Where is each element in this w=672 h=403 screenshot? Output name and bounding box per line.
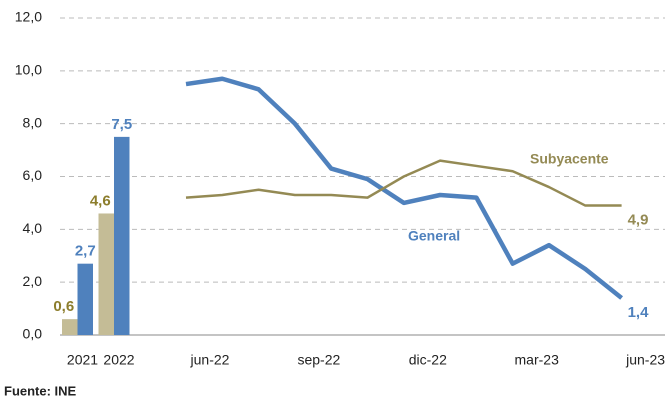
x-tick-label: mar-23 bbox=[515, 352, 560, 368]
source: Fuente: INE bbox=[4, 383, 77, 398]
x-tick-label: sep-22 bbox=[297, 352, 340, 368]
legend-label: Subyacente bbox=[530, 151, 609, 167]
legend-label: General bbox=[408, 228, 460, 244]
line bbox=[185, 76, 624, 300]
value-label: 4,6 bbox=[90, 192, 111, 209]
bar bbox=[62, 319, 78, 335]
value-label: 7,5 bbox=[111, 116, 132, 133]
y-tick-label: 12,0 bbox=[15, 9, 42, 25]
x-tick-label: 2021 bbox=[67, 352, 98, 368]
value-label: 0,6 bbox=[53, 298, 74, 315]
x-tick-label: jun-23 bbox=[625, 352, 665, 368]
y-tick-label: 10,0 bbox=[15, 62, 42, 78]
bar bbox=[114, 136, 130, 335]
y-tick-label: 6,0 bbox=[23, 167, 43, 183]
y-tick-label: 0,0 bbox=[23, 326, 43, 342]
x-tick-label: jun-22 bbox=[190, 352, 230, 368]
line bbox=[185, 159, 622, 207]
y-tick-label: 2,0 bbox=[23, 273, 43, 289]
value-label: 2,7 bbox=[75, 243, 96, 260]
x-tick-label: 2022 bbox=[103, 352, 134, 368]
y-tick-label: 8,0 bbox=[23, 114, 43, 130]
value-label: 1,4 bbox=[628, 304, 650, 321]
x-tick-label: dic-22 bbox=[409, 352, 447, 368]
value-label: 4,9 bbox=[628, 212, 649, 229]
y-tick-label: 4,0 bbox=[23, 220, 43, 236]
bar bbox=[98, 213, 114, 335]
bar bbox=[77, 263, 93, 335]
